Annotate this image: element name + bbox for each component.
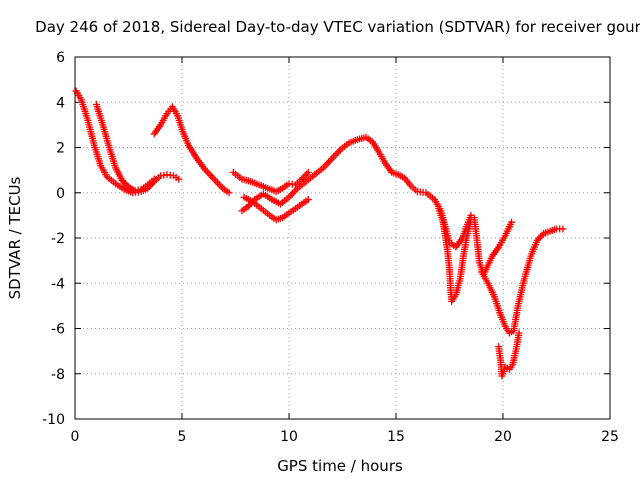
- data-point: [515, 329, 523, 337]
- data-point: [304, 196, 312, 204]
- y-tick-label: -10: [42, 412, 65, 428]
- data-point: [508, 218, 516, 226]
- data-point: [150, 175, 158, 183]
- series-seg-9: [495, 329, 523, 380]
- x-tick-label: 25: [601, 429, 619, 445]
- x-axis-label: GPS time / hours: [277, 457, 403, 475]
- series-seg-5: [240, 193, 312, 224]
- data-point: [175, 175, 183, 183]
- axis-ticks: 0 5 10 15 20 25 -10 -8 -6 -4 -2 0 2 4 6: [42, 50, 619, 445]
- series-seg-4: [229, 168, 312, 196]
- x-tick-label: 20: [494, 429, 512, 445]
- y-tick-label: -4: [51, 276, 65, 292]
- y-tick-label: -2: [51, 231, 65, 247]
- y-axis-label: SDTVAR / TECUs: [6, 176, 24, 299]
- series-seg-1: [72, 87, 183, 197]
- y-tick-label: -8: [51, 367, 65, 383]
- y-tick-label: 4: [56, 95, 65, 111]
- series-seg-6: [238, 133, 475, 251]
- series-seg-2: [92, 101, 158, 194]
- y-tick-label: 6: [56, 50, 65, 66]
- data-point: [304, 168, 312, 176]
- x-tick-label: 5: [178, 429, 187, 445]
- series-seg-7: [435, 205, 516, 305]
- y-tick-label: -6: [51, 322, 65, 338]
- chart-title: Day 246 of 2018, Sidereal Day-to-day VTE…: [35, 18, 640, 36]
- y-tick-label: 0: [56, 186, 65, 202]
- data-point: [225, 189, 233, 197]
- y-tick-label: 2: [56, 141, 65, 157]
- x-tick-label: 0: [71, 429, 80, 445]
- x-tick-label: 15: [387, 429, 405, 445]
- data-point: [559, 225, 567, 233]
- series-seg-8: [478, 225, 567, 337]
- data-points: [72, 87, 567, 380]
- data-point: [536, 233, 544, 241]
- x-tick-label: 10: [280, 429, 298, 445]
- series-seg-3: [150, 103, 233, 197]
- grid-lines: [75, 57, 610, 419]
